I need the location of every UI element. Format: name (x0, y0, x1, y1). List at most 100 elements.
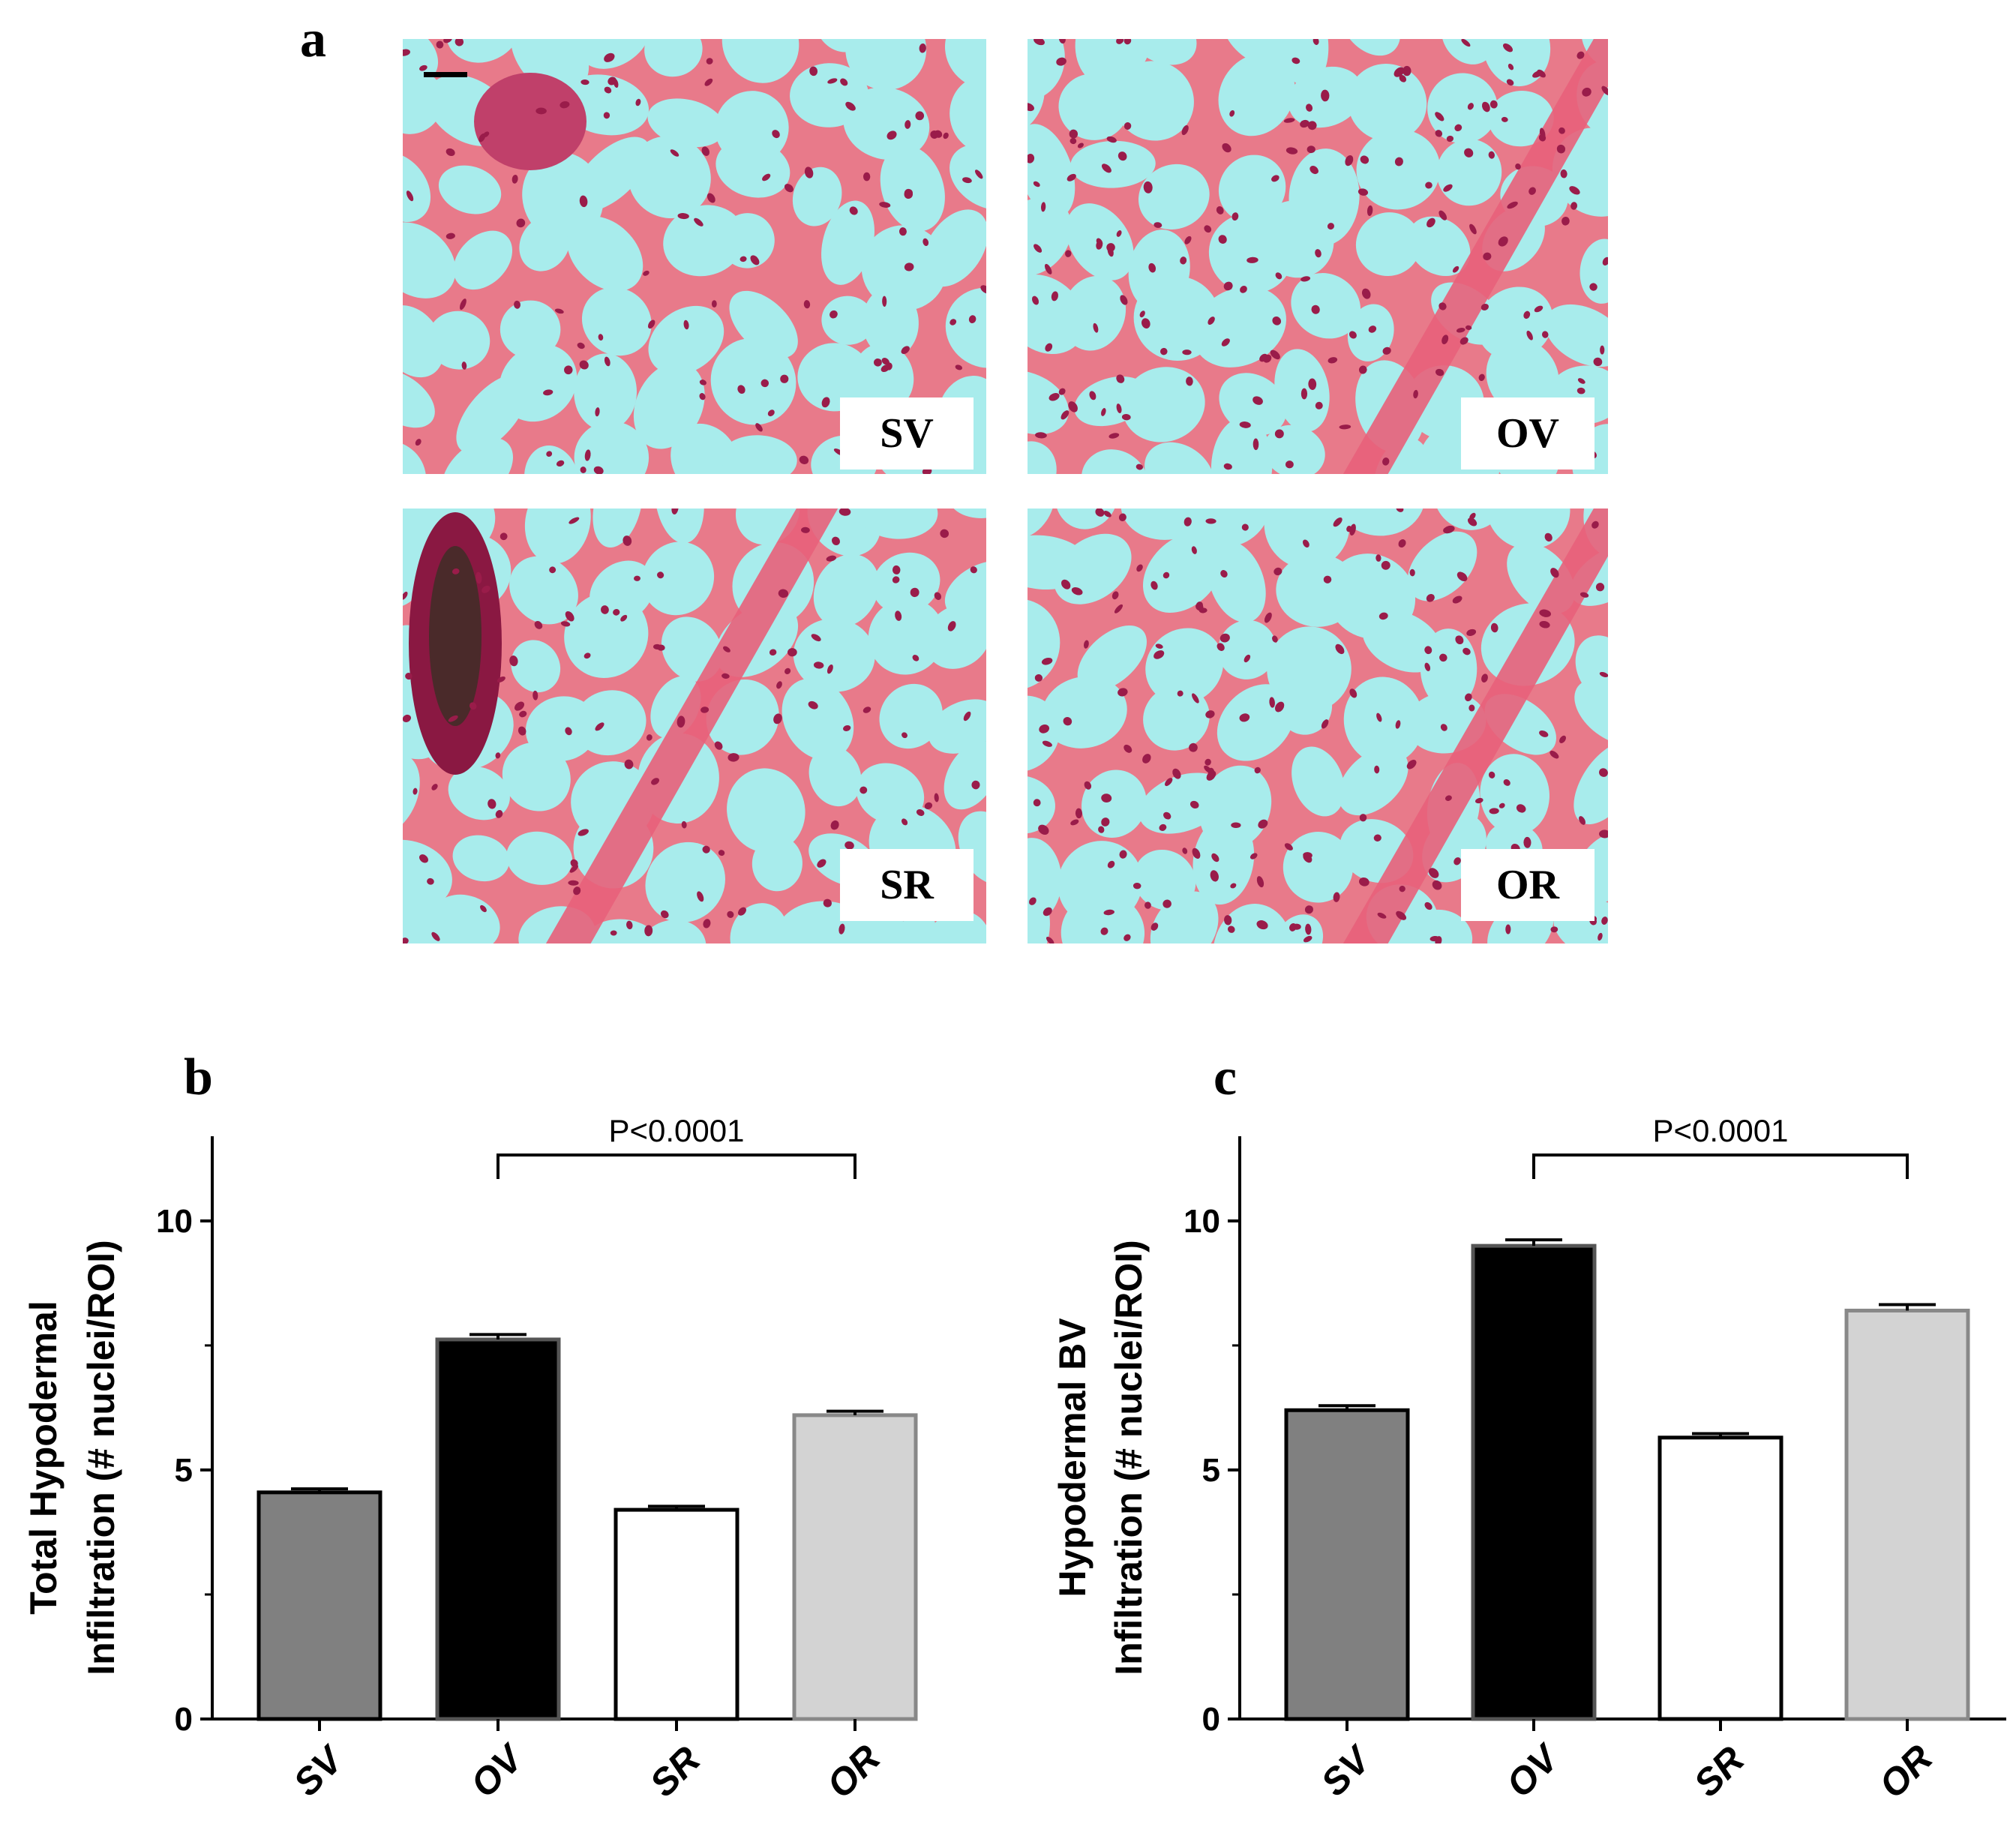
nucleus (788, 648, 797, 657)
nucleus (706, 193, 716, 203)
nucleus (718, 850, 725, 856)
adipocyte (511, 640, 561, 693)
nucleus (1598, 768, 1608, 777)
adipocyte (663, 205, 745, 277)
nucleus (1306, 104, 1313, 112)
bar-sr (1658, 1436, 1784, 1721)
nucleus (947, 621, 956, 632)
nucleus (702, 845, 710, 854)
nucleus (811, 634, 821, 642)
nucleus (1119, 850, 1127, 859)
nucleus (1216, 643, 1225, 651)
nucleus (482, 585, 490, 593)
nucleus (620, 614, 628, 622)
nucleus (1240, 285, 1247, 293)
nucleus (1039, 724, 1050, 734)
nucleus (1308, 378, 1317, 390)
p-value-label: P<0.0001 (608, 1113, 744, 1148)
x-tick-label: OV (463, 1736, 532, 1805)
panel-b-letter: b (184, 1048, 213, 1106)
adipocyte (524, 508, 591, 564)
nucleus (1452, 596, 1462, 604)
nucleus (1205, 710, 1215, 718)
adipocyte (1407, 216, 1471, 277)
nucleus (904, 262, 914, 272)
nucleus (1033, 181, 1040, 188)
nucleus (773, 713, 782, 724)
nucleus (403, 714, 412, 722)
adipocyte (1138, 164, 1210, 230)
nucleus (767, 410, 775, 417)
nucleus (626, 920, 633, 930)
adipocyte (792, 166, 842, 226)
nucleus (1124, 39, 1132, 45)
x-tick-label: OR (1871, 1737, 1941, 1807)
nucleus (1198, 608, 1208, 614)
nucleus (509, 656, 518, 667)
adipocyte (1340, 39, 1401, 56)
nucleus (1428, 868, 1439, 878)
nucleus (1275, 272, 1282, 280)
nucleus (1286, 147, 1298, 154)
nucleus (1300, 119, 1310, 128)
nucleus (613, 609, 620, 616)
nucleus (727, 910, 734, 918)
nucleus (635, 98, 641, 106)
nucleus (902, 732, 908, 739)
nucleus (1302, 539, 1310, 548)
nucleus (737, 385, 746, 394)
adipocyte (1028, 887, 1050, 944)
nucleus (1570, 202, 1578, 210)
adipocyte (1081, 449, 1149, 474)
nucleus (1259, 353, 1268, 362)
adipocyte (797, 343, 872, 412)
nucleus (1292, 57, 1300, 64)
nucleus (1489, 808, 1499, 814)
nucleus (1063, 717, 1072, 726)
adipocyte (843, 87, 930, 160)
nucleus (1601, 86, 1608, 96)
nucleus (543, 389, 554, 396)
nucleus (1550, 926, 1558, 933)
adipocyte (1028, 598, 1060, 690)
nucleus (1070, 137, 1077, 145)
nucleus (809, 66, 818, 76)
nucleus (919, 43, 926, 53)
y-tick-label: 10 (156, 1203, 193, 1240)
nucleus (1501, 116, 1508, 122)
nucleus (652, 644, 662, 650)
nucleus (1107, 246, 1114, 257)
adipocyte (585, 919, 660, 944)
nucleus (711, 300, 717, 308)
nuclei-group (1029, 508, 1608, 944)
bar-ov (1471, 1244, 1597, 1721)
y-tick-label: 5 (175, 1452, 193, 1489)
nucleus (1598, 932, 1603, 941)
y-tick-label: 0 (175, 1701, 193, 1738)
nucleus (706, 58, 713, 64)
nucleus (1101, 818, 1110, 826)
micrograph-or: OR (1028, 508, 1608, 944)
nucleus (740, 256, 747, 262)
nuclei-group (403, 508, 980, 944)
adipocyte (1264, 508, 1350, 569)
adipocyte (648, 305, 724, 375)
nucleus (406, 190, 414, 202)
nucleus (1599, 671, 1608, 677)
nucleus (1116, 230, 1122, 237)
nucleus (1394, 67, 1405, 77)
nucleus (644, 925, 653, 937)
gland (474, 73, 586, 170)
nucleus (808, 700, 818, 710)
nucleus (1231, 822, 1241, 829)
nucleus (608, 76, 616, 86)
nucleus (738, 907, 746, 916)
adipocyte (1208, 540, 1266, 622)
nucleus (826, 555, 836, 562)
nucleus (1467, 518, 1478, 526)
nucleus (1550, 568, 1559, 578)
nucleus (554, 308, 564, 314)
nucleus (431, 932, 440, 941)
nucleus (1460, 337, 1468, 345)
nucleus (1095, 508, 1105, 517)
